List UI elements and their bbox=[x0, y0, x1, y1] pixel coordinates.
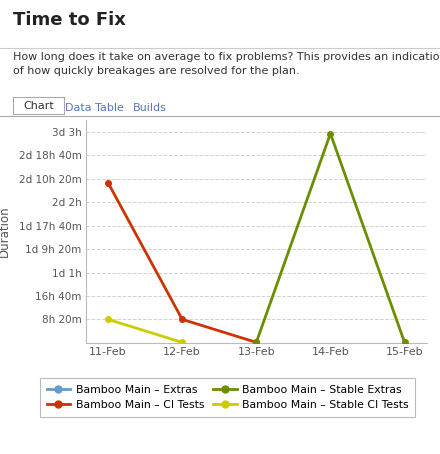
Text: Time to Fix: Time to Fix bbox=[13, 11, 126, 30]
Legend: Bamboo Main – Extras, Bamboo Main – CI Tests, Bamboo Main – Stable Extras, Bambo: Bamboo Main – Extras, Bamboo Main – CI T… bbox=[40, 378, 415, 417]
Text: Data Table: Data Table bbox=[65, 103, 124, 113]
Text: How long does it take on average to fix problems? This provides an indication
of: How long does it take on average to fix … bbox=[13, 52, 440, 76]
Text: Chart: Chart bbox=[23, 101, 54, 111]
Y-axis label: Duration: Duration bbox=[0, 206, 11, 257]
Text: Builds: Builds bbox=[133, 103, 166, 113]
